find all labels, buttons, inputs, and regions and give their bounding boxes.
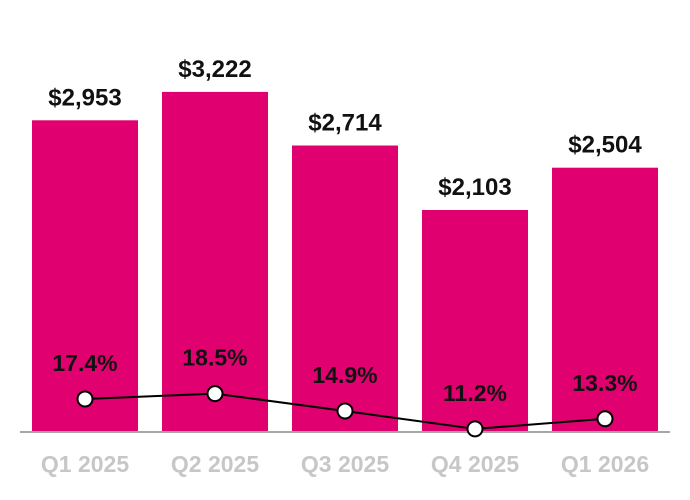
x-tick-label: Q2 2025 [171,451,259,477]
pct-marker [336,402,354,420]
bar-q4-2025 [422,210,528,432]
bar-value-label: $2,953 [48,84,121,111]
bar-q3-2025 [292,145,398,432]
pct-value-label: 13.3% [572,370,637,396]
pct-marker [596,410,614,428]
bars-layer [32,91,658,433]
x-tick-label: Q1 2025 [41,451,129,477]
pct-marker [206,385,224,403]
x-tick-label: Q3 2025 [301,451,389,477]
bar-value-label: $2,103 [438,174,511,201]
bar-q1-2025 [32,120,138,433]
x-tick-label: Q4 2025 [431,451,519,477]
pct-line-layer [76,385,614,438]
bar-q1-2026 [552,167,658,432]
pct-value-label: 18.5% [182,345,247,371]
pct-marker [76,390,94,408]
bar-value-label: $2,504 [568,132,642,159]
pct-marker [466,420,484,438]
bar-value-label: $3,222 [178,56,251,83]
pct-value-label: 14.9% [312,362,377,388]
pct-value-label: 11.2% [443,380,507,406]
labels-layer: $2,953 Q1 2025 $3,222 Q2 2025 $2,714 Q3 2025 $… [41,56,649,477]
pct-value-label: 17.4% [52,350,117,376]
x-tick-label: Q1 2026 [561,451,649,477]
bar-value-label: $2,714 [308,110,382,137]
bar-q2-2025 [162,91,268,433]
